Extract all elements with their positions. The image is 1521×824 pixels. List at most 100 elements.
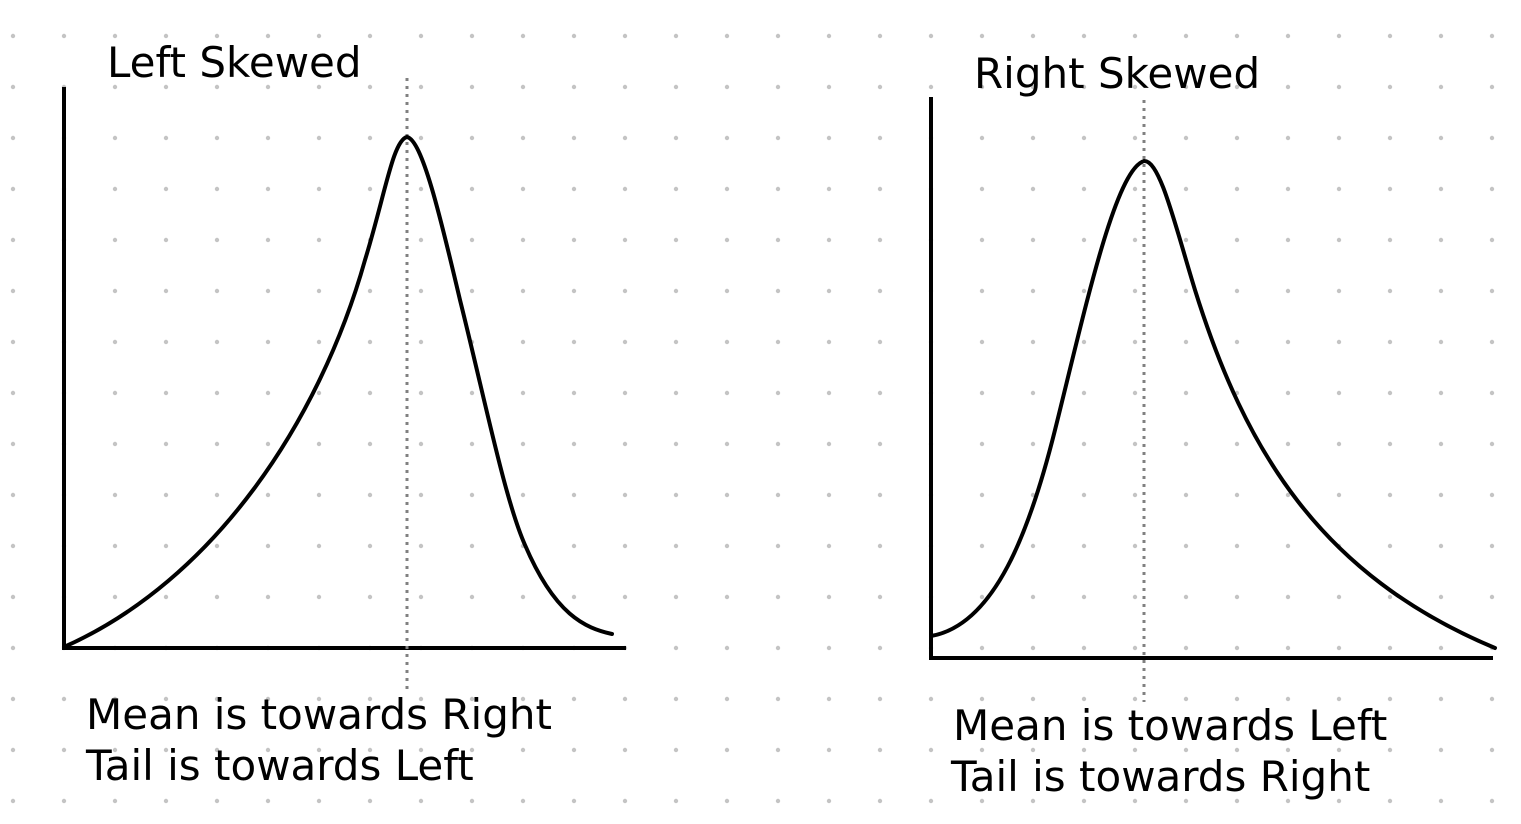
grid-dot [979, 798, 985, 804]
grid-dot [1387, 492, 1393, 498]
grid-dot [979, 492, 985, 498]
grid-dot [1234, 339, 1240, 345]
grid-dot [622, 339, 628, 345]
grid-dot [979, 594, 985, 600]
grid-dot [367, 288, 373, 294]
grid-dot [979, 390, 985, 396]
grid-dot [265, 747, 271, 753]
right-caption-mean: Mean is towards Left [953, 701, 1387, 750]
grid-dot [163, 339, 169, 345]
grid-dot [826, 594, 832, 600]
grid-dot [1234, 543, 1240, 549]
grid-dot [775, 747, 781, 753]
grid-dot [1438, 390, 1444, 396]
grid-dot [214, 84, 220, 90]
grid-dot [571, 492, 577, 498]
grid-dot [1030, 390, 1036, 396]
left-caption-mean: Mean is towards Right [86, 690, 552, 739]
grid-dot [1285, 594, 1291, 600]
grid-dot [571, 84, 577, 90]
grid-dot [1030, 186, 1036, 192]
grid-dot [367, 339, 373, 345]
grid-dot [1387, 390, 1393, 396]
grid-dot [367, 747, 373, 753]
grid-dot [520, 747, 526, 753]
grid-dot [1132, 441, 1138, 447]
grid-dot [673, 696, 679, 702]
grid-dot [1132, 339, 1138, 345]
grid-dot [1336, 33, 1342, 39]
grid-dot [367, 441, 373, 447]
grid-dot [469, 594, 475, 600]
grid-dot [826, 339, 832, 345]
grid-dot [673, 186, 679, 192]
grid-dot [1030, 798, 1036, 804]
grid-dot [877, 288, 883, 294]
grid-dot [877, 390, 883, 396]
grid-dot [1081, 84, 1087, 90]
grid-dot [520, 441, 526, 447]
grid-dot [826, 441, 832, 447]
grid-dot [877, 186, 883, 192]
grid-dot [928, 33, 934, 39]
grid-dot [673, 798, 679, 804]
grid-dot [826, 543, 832, 549]
grid-dot [214, 441, 220, 447]
grid-dot [1132, 288, 1138, 294]
grid-dot [826, 288, 832, 294]
grid-dot [265, 186, 271, 192]
grid-dot [214, 288, 220, 294]
grid-dot [1285, 84, 1291, 90]
grid-dot [112, 339, 118, 345]
grid-dot [265, 798, 271, 804]
grid-dot [724, 33, 730, 39]
grid-dot [1132, 543, 1138, 549]
grid-dot [1183, 645, 1189, 651]
grid-dot [1336, 288, 1342, 294]
grid-dot [1489, 594, 1495, 600]
grid-dot [979, 237, 985, 243]
grid-dot [112, 747, 118, 753]
grid-dot [1285, 288, 1291, 294]
grid-dot [622, 186, 628, 192]
grid-dot [112, 543, 118, 549]
grid-dot [877, 747, 883, 753]
grid-dot [163, 543, 169, 549]
grid-dot [1132, 696, 1138, 702]
grid-dot [1183, 237, 1189, 243]
grid-dot [775, 798, 781, 804]
grid-dot [1387, 237, 1393, 243]
grid-dot [112, 441, 118, 447]
grid-dot [979, 33, 985, 39]
grid-dot [622, 135, 628, 141]
grid-dot [520, 492, 526, 498]
grid-dot [1234, 492, 1240, 498]
grid-dot [469, 543, 475, 549]
right-skewed-curve [929, 159, 1497, 650]
grid-dot [1336, 390, 1342, 396]
grid-dot [1438, 492, 1444, 498]
grid-dot [520, 696, 526, 702]
grid-dot [418, 237, 424, 243]
grid-dot [1336, 594, 1342, 600]
left-caption-tail: Tail is towards Left [85, 741, 474, 790]
grid-dot [673, 645, 679, 651]
grid-dot [775, 135, 781, 141]
grid-dot [1183, 798, 1189, 804]
grid-dot [1285, 339, 1291, 345]
grid-dot [418, 543, 424, 549]
grid-dot [520, 135, 526, 141]
grid-dot [1438, 441, 1444, 447]
grid-dot [1132, 186, 1138, 192]
grid-dot [367, 186, 373, 192]
grid-dot [673, 747, 679, 753]
grid-dot [1030, 339, 1036, 345]
grid-dot [163, 135, 169, 141]
grid-dot [1387, 33, 1393, 39]
grid-dot [10, 747, 16, 753]
grid-dot [1285, 747, 1291, 753]
grid-dot [1030, 696, 1036, 702]
grid-dot [1132, 594, 1138, 600]
grid-dot [1183, 390, 1189, 396]
grid-dot [214, 492, 220, 498]
